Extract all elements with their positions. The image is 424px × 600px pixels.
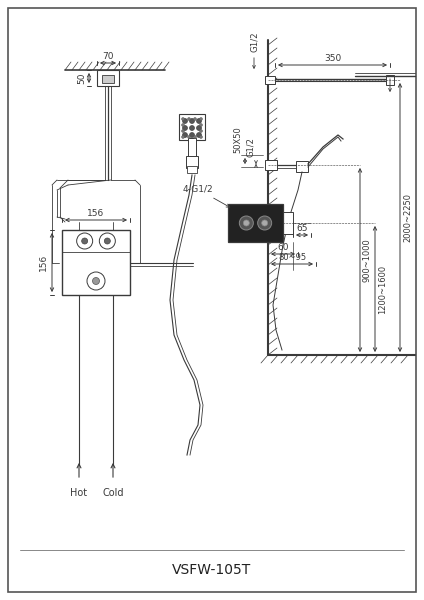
Circle shape bbox=[200, 136, 203, 139]
Bar bbox=[179, 114, 205, 140]
Text: 156: 156 bbox=[39, 254, 48, 271]
Circle shape bbox=[181, 124, 184, 127]
Bar bbox=[97, 70, 119, 86]
Text: 60: 60 bbox=[277, 243, 289, 252]
Circle shape bbox=[258, 216, 272, 230]
Circle shape bbox=[196, 133, 201, 137]
Text: Cold: Cold bbox=[102, 488, 124, 498]
Circle shape bbox=[104, 238, 110, 244]
Circle shape bbox=[196, 118, 201, 124]
Circle shape bbox=[92, 277, 100, 284]
Circle shape bbox=[182, 125, 187, 130]
Bar bbox=[62, 230, 130, 295]
Bar bbox=[265, 76, 275, 84]
Bar bbox=[296, 161, 308, 172]
Text: 4-G1/2: 4-G1/2 bbox=[183, 185, 230, 207]
Bar bbox=[283, 212, 293, 234]
Text: 65: 65 bbox=[296, 224, 308, 233]
Text: 80~95: 80~95 bbox=[278, 253, 306, 262]
Bar bbox=[228, 204, 283, 242]
Bar bbox=[102, 75, 114, 83]
Circle shape bbox=[243, 220, 249, 226]
Text: G1/2: G1/2 bbox=[246, 137, 256, 157]
Circle shape bbox=[182, 133, 187, 137]
Circle shape bbox=[187, 118, 190, 121]
Circle shape bbox=[196, 125, 201, 130]
Circle shape bbox=[99, 233, 115, 249]
Circle shape bbox=[200, 118, 203, 121]
Bar bbox=[187, 166, 197, 173]
Circle shape bbox=[181, 130, 184, 133]
Circle shape bbox=[262, 220, 268, 226]
Bar bbox=[186, 156, 198, 168]
Circle shape bbox=[181, 118, 184, 121]
Text: 900~1000: 900~1000 bbox=[363, 238, 372, 282]
Circle shape bbox=[193, 118, 196, 121]
Circle shape bbox=[181, 136, 184, 139]
Circle shape bbox=[200, 130, 203, 133]
Circle shape bbox=[190, 118, 195, 124]
Bar bbox=[265, 160, 277, 170]
Circle shape bbox=[87, 272, 105, 290]
Text: 1200~1600: 1200~1600 bbox=[378, 265, 387, 314]
Circle shape bbox=[193, 136, 196, 139]
Bar bbox=[188, 138, 196, 158]
Circle shape bbox=[190, 133, 195, 137]
Circle shape bbox=[77, 233, 93, 249]
Text: Hot: Hot bbox=[70, 488, 88, 498]
Text: 70: 70 bbox=[102, 52, 114, 61]
Text: G1/2: G1/2 bbox=[249, 31, 259, 52]
Text: 156: 156 bbox=[87, 209, 105, 218]
Circle shape bbox=[239, 216, 253, 230]
Text: VSFW-105T: VSFW-105T bbox=[173, 563, 251, 577]
Bar bbox=[386, 75, 394, 85]
Text: 350: 350 bbox=[324, 54, 341, 63]
Text: 50: 50 bbox=[77, 72, 86, 84]
Text: 50X50: 50X50 bbox=[234, 127, 243, 154]
Text: 2000~2250: 2000~2250 bbox=[403, 193, 412, 242]
Circle shape bbox=[82, 238, 88, 244]
Circle shape bbox=[187, 136, 190, 139]
Circle shape bbox=[200, 124, 203, 127]
Circle shape bbox=[182, 118, 187, 124]
Circle shape bbox=[190, 125, 195, 130]
